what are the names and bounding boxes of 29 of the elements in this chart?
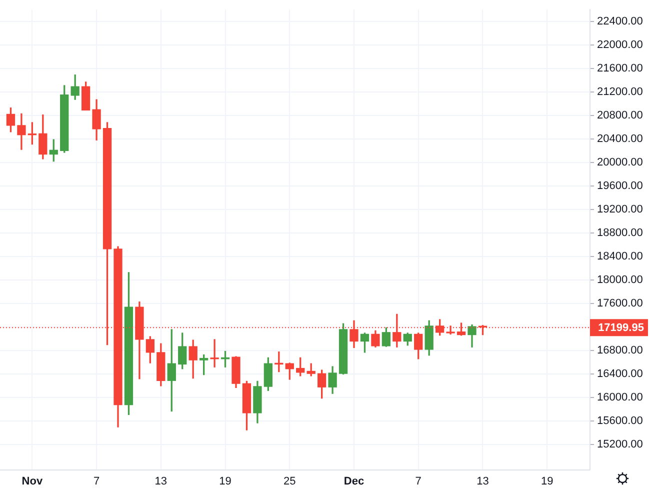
x-tick-label: 13 <box>476 476 489 488</box>
y-tick-label: 20400.00 <box>597 132 643 145</box>
y-tick-label: 18400.00 <box>597 250 643 263</box>
y-tick-label: 18000.00 <box>597 274 643 286</box>
y-tick-label: 16000.00 <box>597 392 643 404</box>
x-tick-label: Nov <box>22 476 44 488</box>
y-tick-label: 16400.00 <box>597 368 643 380</box>
x-tick-label: 19 <box>219 476 232 488</box>
ref-line-label: 17199.95 <box>598 322 644 334</box>
y-tick-label: 16800.00 <box>597 344 643 357</box>
y-tick-label: 19200.00 <box>597 204 643 216</box>
y-tick-label: 20800.00 <box>597 109 643 122</box>
y-tick-label: 19600.00 <box>597 180 643 192</box>
y-tick-label: 15200.00 <box>597 438 643 451</box>
x-tick-label: 25 <box>284 476 296 488</box>
y-tick-label: 18800.00 <box>597 227 643 240</box>
y-tick-label: 20000.00 <box>597 156 643 169</box>
x-tick-label: Dec <box>344 476 364 488</box>
y-tick-label: 21600.00 <box>597 62 643 74</box>
x-tick-label: 13 <box>154 476 168 488</box>
y-tick-label: 21200.00 <box>597 86 643 98</box>
y-tick-label: 17600.00 <box>597 298 643 310</box>
y-tick-label: 22000.00 <box>597 38 643 51</box>
x-tick-label: 19 <box>540 476 554 488</box>
candlestick <box>210 339 219 368</box>
x-tick-label: 7 <box>93 476 100 488</box>
y-tick-label: 22400.00 <box>597 15 643 28</box>
y-tick-label: 15600.00 <box>597 415 643 428</box>
x-tick-label: 7 <box>415 476 422 488</box>
